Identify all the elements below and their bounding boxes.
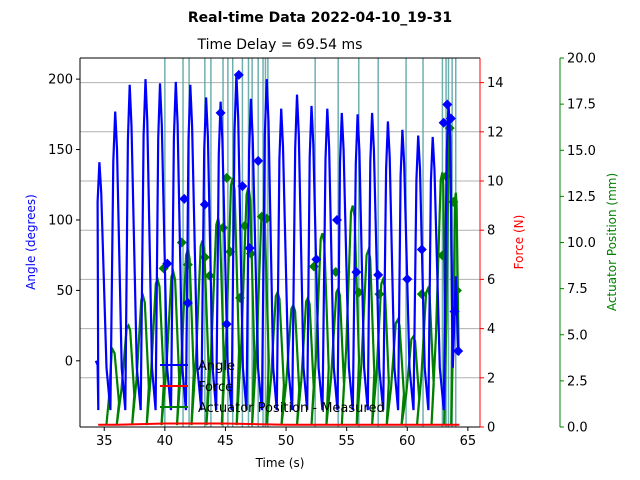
angle-tick-label: 150 xyxy=(48,143,73,158)
angle-marker xyxy=(445,113,456,124)
chart-subtitle: Time Delay = 69.54 ms xyxy=(197,37,363,53)
position-tick-label: 7.5 xyxy=(567,282,588,297)
position-tick-label: 0.0 xyxy=(567,421,588,436)
legend-label: Angle xyxy=(198,359,235,374)
angle-marker xyxy=(402,274,413,285)
angle-marker xyxy=(438,117,449,128)
angle-series xyxy=(94,69,464,411)
force-tick-label: 6 xyxy=(487,273,495,288)
angle-marker xyxy=(233,69,244,80)
angle-marker xyxy=(449,306,460,317)
angle-marker xyxy=(253,155,264,166)
x-tick-label: 60 xyxy=(399,434,416,449)
force-line xyxy=(98,422,460,426)
y-axis-label-force: Force (N) xyxy=(512,215,526,270)
force-tick-label: 2 xyxy=(487,371,495,386)
position-tick-label: 17.5 xyxy=(567,98,596,113)
force-tick-label: 10 xyxy=(487,175,504,190)
angle-tick-label: 0 xyxy=(65,354,73,369)
actuator-position-marker xyxy=(416,289,427,300)
legend: Angle Force Actuator Position - Measured xyxy=(160,359,385,416)
legend-label: Force xyxy=(198,380,233,395)
angle-marker xyxy=(237,181,248,192)
angle-marker xyxy=(215,107,226,118)
position-tick-label: 2.5 xyxy=(567,374,588,389)
angle-marker xyxy=(182,298,193,309)
position-tick-label: 12.5 xyxy=(567,190,596,205)
force-tick-label: 0 xyxy=(487,421,495,436)
legend-label: Actuator Position - Measured xyxy=(198,401,385,416)
force-tick-label: 14 xyxy=(487,76,504,91)
y-axis-label-position: Actuator Position (mm) xyxy=(605,173,619,311)
angle-marker xyxy=(311,254,322,265)
angle-marker xyxy=(453,345,464,356)
angle-marker xyxy=(162,258,173,269)
angle-marker xyxy=(351,267,362,278)
angle-marker xyxy=(442,99,453,110)
x-axis-label: Time (s) xyxy=(255,456,305,470)
position-tick-label: 15.0 xyxy=(567,144,596,159)
actuator-position-marker xyxy=(353,287,364,298)
x-tick-label: 55 xyxy=(338,434,355,449)
force-tick-label: 8 xyxy=(487,224,495,239)
angle-marker xyxy=(416,244,427,255)
x-tick-label: 35 xyxy=(96,434,113,449)
position-tick-label: 5.0 xyxy=(567,328,588,343)
x-tick-label: 45 xyxy=(217,434,234,449)
force-tick-label: 4 xyxy=(487,322,495,337)
actuator-position-marker xyxy=(176,237,187,248)
x-tick-label: 50 xyxy=(278,434,295,449)
angle-marker xyxy=(244,243,255,254)
angle-marker xyxy=(221,319,232,330)
angle-tick-label: 200 xyxy=(48,73,73,88)
angle-marker xyxy=(179,193,190,204)
tick-labels: 35 40 45 50 55 60 65 0 50 100 150 200 0 2 4 6 8 10 12 14 0.0… xyxy=(48,52,596,450)
chart-title: Real-time Data 2022-04-10_19-31 xyxy=(188,10,452,26)
angle-marker xyxy=(373,269,384,280)
actuator-position-marker xyxy=(374,289,385,300)
force-tick-label: 12 xyxy=(487,125,504,140)
x-tick-label: 65 xyxy=(460,434,477,449)
angle-line xyxy=(94,74,460,411)
angle-tick-label: 50 xyxy=(56,284,73,299)
y-axis-label-angle: Angle (degrees) xyxy=(24,194,38,290)
position-tick-label: 10.0 xyxy=(567,236,596,251)
x-tick-label: 40 xyxy=(157,434,174,449)
angle-tick-label: 100 xyxy=(48,213,73,228)
angle-marker xyxy=(199,199,210,210)
angle-marker xyxy=(331,214,342,225)
force-series xyxy=(98,422,460,426)
position-tick-label: 20.0 xyxy=(567,52,596,67)
